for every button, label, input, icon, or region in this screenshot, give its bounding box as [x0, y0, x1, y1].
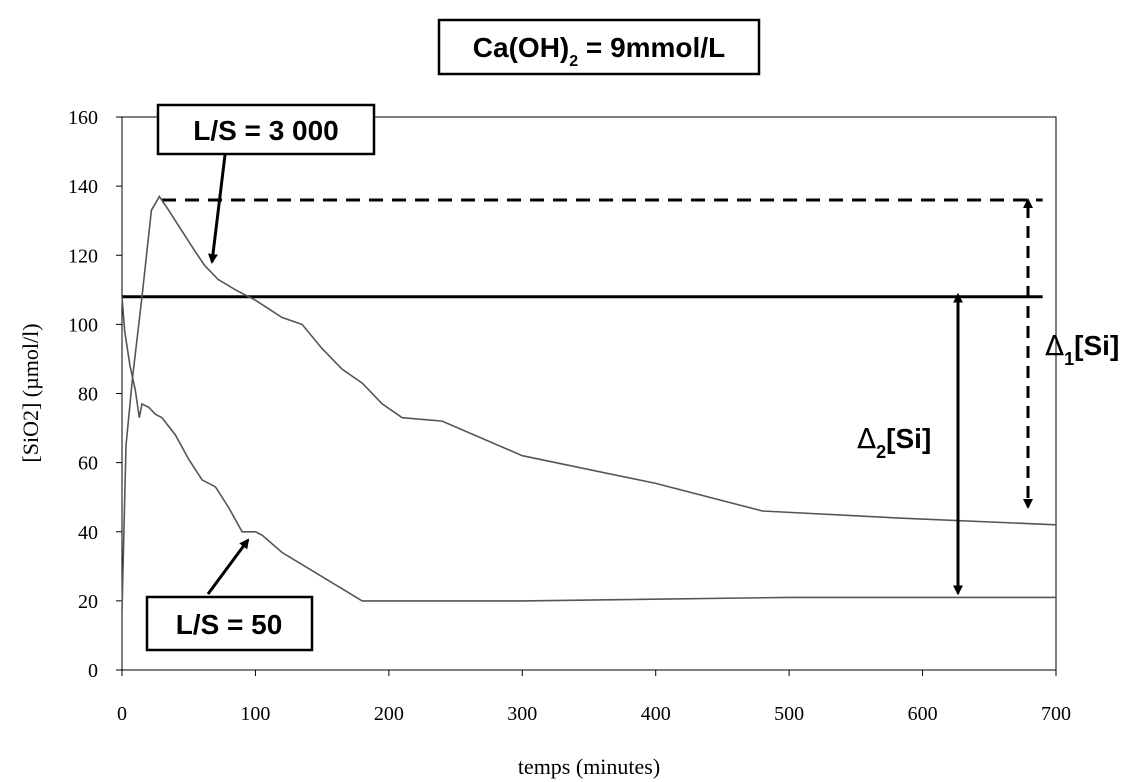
x-tick-label: 0 [117, 703, 127, 725]
x-tick-label: 500 [774, 703, 804, 725]
y-tick-label: 0 [88, 660, 98, 682]
formula-box [437, 18, 761, 76]
x-tick-label: 700 [1041, 703, 1071, 725]
label-box-ls3000 [156, 103, 376, 156]
delta2-label: Δ2[Si] [857, 422, 931, 462]
y-tick-label: 120 [68, 245, 98, 267]
delta1-label: Δ1[Si] [1045, 329, 1119, 369]
x-tick-label: 200 [374, 703, 404, 725]
label-ls3000: L/S = 3 000 [193, 115, 339, 146]
x-tick-label: 100 [240, 703, 270, 725]
y-axis-ticks: 0 20 40 60 80 100 120 140 160 [68, 107, 122, 682]
x-tick-label: 600 [908, 703, 938, 725]
label-ls50: L/S = 50 [176, 609, 283, 640]
series-line-ls3000 [121, 194, 1057, 612]
label-box-ls50 [145, 595, 314, 652]
y-tick-label: 40 [78, 522, 98, 544]
y-tick-label: 80 [78, 384, 98, 406]
series-line-ls50 [121, 296, 1056, 602]
y-tick-label: 140 [68, 176, 98, 198]
y-tick-label: 100 [68, 314, 98, 336]
formula-title: Ca(OH)2 = 9mmol/L [473, 32, 725, 70]
y-axis-title: [SiO2] (µmol/l) [18, 323, 43, 462]
x-tick-label: 400 [641, 703, 671, 725]
x-tick-label: 300 [507, 703, 537, 725]
arrow-ls3000 [208, 154, 227, 264]
y-tick-label: 160 [68, 107, 98, 129]
y-tick-label: 20 [78, 591, 98, 613]
y-tick-label: 60 [78, 453, 98, 475]
x-axis-ticks: 0 100 200 300 400 500 600 700 [117, 670, 1071, 725]
arrow-ls50 [206, 538, 250, 595]
x-axis-title: temps (minutes) [518, 754, 660, 779]
